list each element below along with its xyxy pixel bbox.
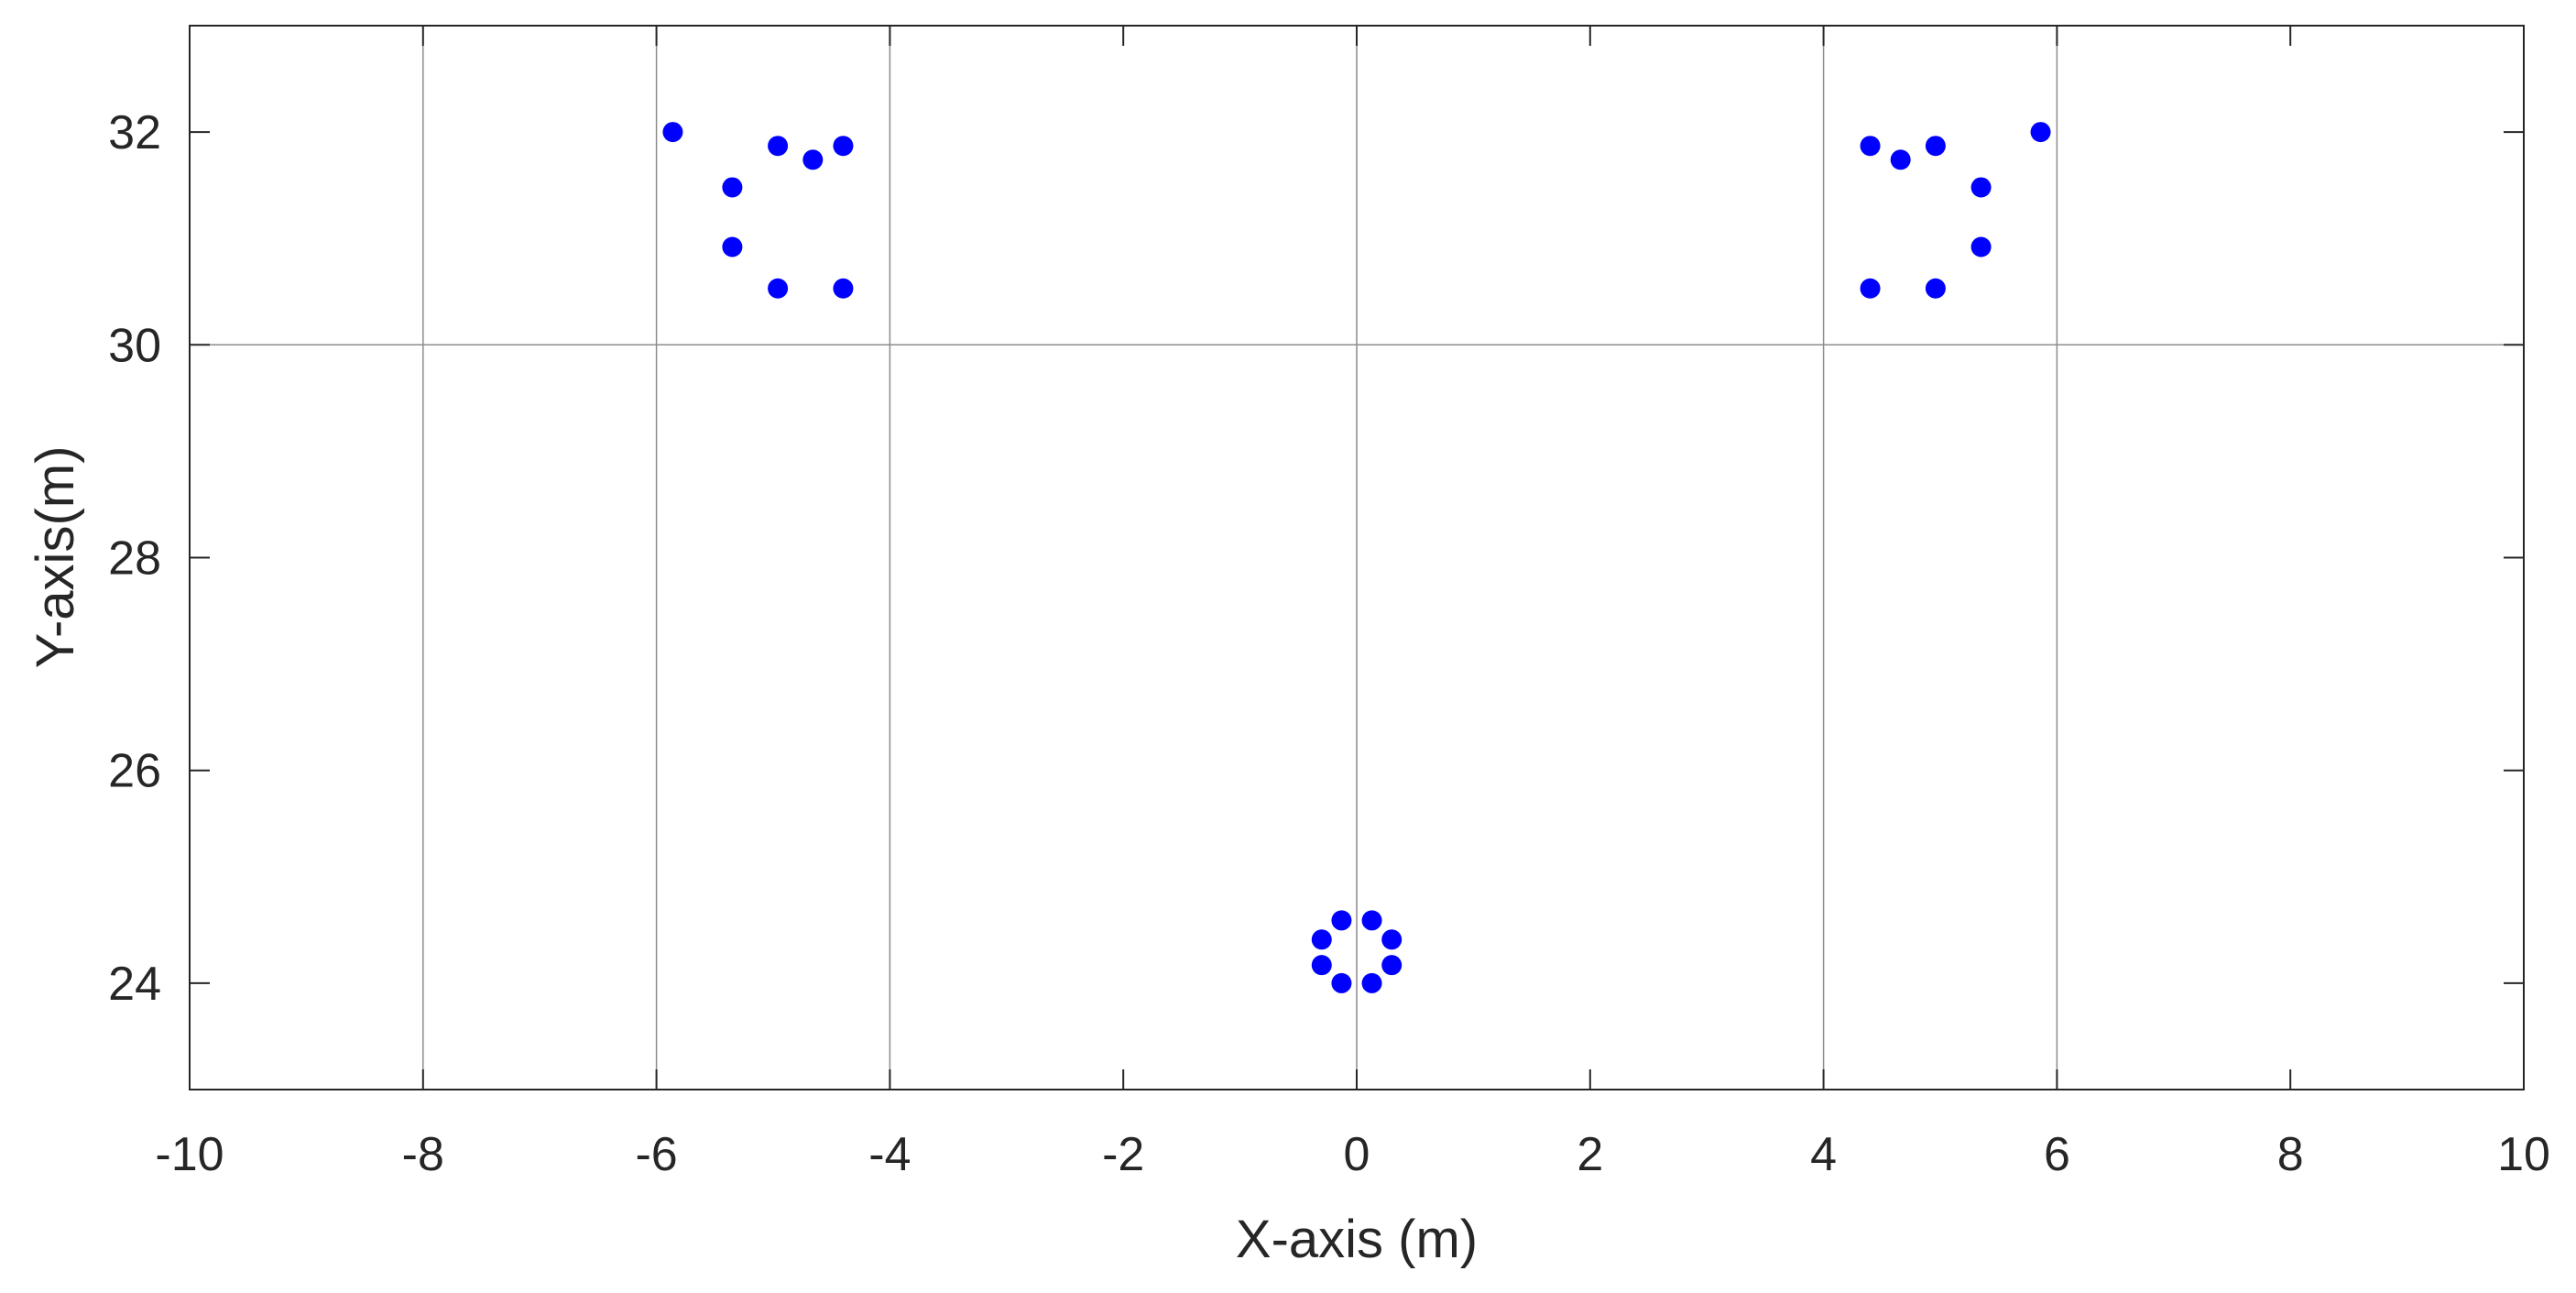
x-tick-labels: -10 -8 -6 -4 -2 0 2 4 6 8 10 (155, 1128, 2550, 1181)
axes-box (189, 25, 2525, 1090)
data-point (1860, 136, 1881, 157)
data-point (1311, 955, 1332, 976)
data-point (1925, 278, 1946, 299)
data-point (768, 136, 789, 157)
data-point (1860, 278, 1881, 299)
x-tick-label: 0 (1344, 1128, 1370, 1181)
y-tick-label: 28 (108, 532, 161, 586)
y-tick-label: 32 (108, 106, 161, 159)
data-point (1331, 972, 1352, 993)
data-point (768, 278, 789, 299)
data-point (722, 177, 743, 198)
x-tick-label: -10 (155, 1128, 224, 1181)
x-tick-label: -4 (868, 1128, 911, 1181)
data-point (1331, 910, 1352, 931)
x-tick-label: 8 (2277, 1128, 2304, 1181)
data-point (1311, 929, 1332, 950)
grid-lines (190, 26, 2524, 1090)
y-tick-labels: 24 26 28 30 32 (108, 106, 161, 1011)
data-point (1361, 910, 1382, 931)
x-tick-label: -6 (635, 1128, 677, 1181)
data-point (722, 236, 743, 258)
y-tick-label: 26 (108, 745, 161, 798)
data-point (833, 278, 854, 299)
data-point (662, 122, 683, 143)
x-axis-label: X-axis (m) (1236, 1210, 1478, 1269)
data-point (802, 149, 824, 170)
x-tick-label: 4 (1810, 1128, 1837, 1181)
data-point (1970, 177, 1992, 198)
y-tick-label: 24 (108, 958, 161, 1011)
data-point (1381, 955, 1403, 976)
x-tick-label: -8 (402, 1128, 444, 1181)
x-tick-label: 10 (2497, 1128, 2550, 1181)
y-tick-label: 30 (108, 319, 161, 372)
data-point (1381, 929, 1403, 950)
data-point (1890, 149, 1911, 170)
x-tick-label: -2 (1102, 1128, 1144, 1181)
data-point (2030, 122, 2051, 143)
x-tick-label: 2 (1577, 1128, 1603, 1181)
data-point (1361, 972, 1382, 993)
x-tick-label: 6 (2044, 1128, 2070, 1181)
data-point (1925, 136, 1946, 157)
data-points (662, 122, 2051, 993)
data-point (1970, 236, 1992, 258)
data-point (833, 136, 854, 157)
y-axis-label: Y-axis(m) (26, 446, 85, 669)
